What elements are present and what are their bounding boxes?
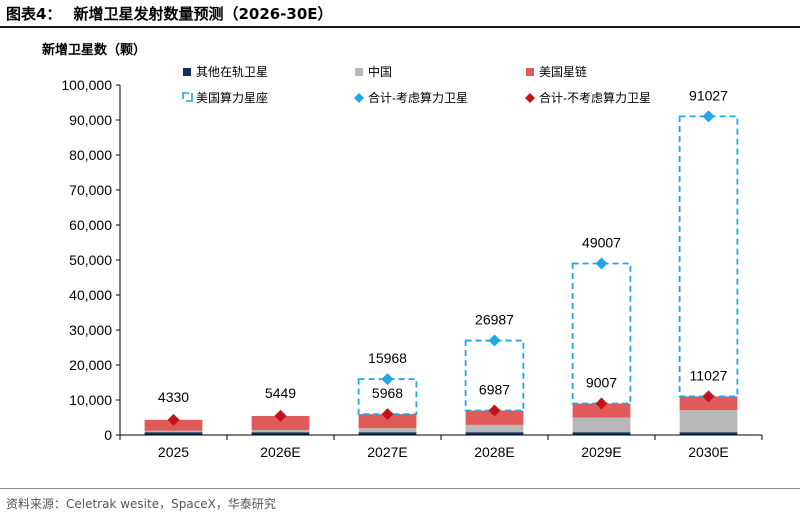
legend-marker xyxy=(525,93,535,103)
data-label-total-without-compute: 5968 xyxy=(372,385,403,401)
data-label-total-without-compute: 11027 xyxy=(690,367,728,383)
y-tick-label: 70,000 xyxy=(69,182,112,198)
bar-other xyxy=(572,432,631,435)
legend-swatch xyxy=(183,68,191,76)
x-tick-label: 2028E xyxy=(474,444,514,460)
bar-other xyxy=(358,432,417,435)
bar-china xyxy=(679,410,738,433)
bar-starlink xyxy=(679,396,738,411)
legend-item-china: 中国 xyxy=(355,64,392,79)
bar-china xyxy=(358,428,417,433)
x-tick-label: 2027E xyxy=(367,444,407,460)
y-tick-label: 10,000 xyxy=(69,392,112,408)
x-tick-label: 2026E xyxy=(260,444,300,460)
legend-marker xyxy=(354,93,364,103)
y-axis: 0 10,000 20,000 30,000 40,000 50,000 60,000 70,… xyxy=(61,77,121,443)
marker-total-without-compute xyxy=(167,413,180,426)
data-label-total-with-compute: 26987 xyxy=(475,312,514,328)
bar-other xyxy=(465,432,524,435)
marker-total-with-compute xyxy=(381,373,394,386)
legend-item-total_with: 合计-考虑算力卫星 xyxy=(354,90,468,105)
marker-total-without-compute xyxy=(488,404,501,417)
bar-starlink xyxy=(572,403,631,418)
bar-compute-constellation xyxy=(464,339,525,412)
bar-other xyxy=(679,432,738,435)
marker-total-without-compute xyxy=(381,408,394,421)
bar-starlink xyxy=(465,410,524,425)
bar-china xyxy=(251,429,310,433)
figure-title: 图表4： 新增卫星发射数量预测（2026-30E） xyxy=(6,3,345,24)
bar-compute-constellation xyxy=(571,262,632,405)
bar-china xyxy=(144,430,203,433)
y-tick-label: 0 xyxy=(104,427,112,443)
source-note: 资料来源：Celetrak wesite，SpaceX，华泰研究 xyxy=(6,497,276,511)
legend-item-compute: 美国算力星座 xyxy=(182,90,268,105)
bar-other xyxy=(144,432,203,435)
bar-china xyxy=(465,424,524,433)
x-tick-label: 2029E xyxy=(581,444,621,460)
legend-swatch xyxy=(355,68,363,76)
chart: 新增卫星数（颗） 0 10,000 20,000 30,000 40,000 50,000… xyxy=(42,42,763,460)
y-tick-label: 80,000 xyxy=(69,147,112,163)
figure-title-text: 新增卫星发射数量预测（2026-30E） xyxy=(73,5,333,23)
legend-label: 美国算力星座 xyxy=(196,90,268,105)
footer-rule xyxy=(0,488,800,489)
data-label-total-with-compute: 91027 xyxy=(689,87,728,103)
data-label-total: 4330 xyxy=(158,389,189,405)
y-axis-title: 新增卫星数（颗） xyxy=(42,42,146,57)
marker-total-with-compute xyxy=(595,257,608,270)
x-tick-label: 2030E xyxy=(688,444,728,460)
marker-total-without-compute xyxy=(274,409,287,422)
legend-item-starlink: 美国星链 xyxy=(526,64,587,79)
legend-item-total_without: 合计-不考虑算力卫星 xyxy=(525,90,651,105)
legend-label: 合计-考虑算力卫星 xyxy=(368,90,468,105)
data-label-total-without-compute: 9007 xyxy=(586,374,617,390)
marker-total-without-compute xyxy=(702,390,715,403)
marker-total-with-compute xyxy=(702,110,715,123)
y-tick-label: 100,000 xyxy=(61,77,112,93)
plot-area: 4330 5449 15968 5968 26987 6987 49007 9007 91027… xyxy=(144,87,739,435)
figure-number: 图表4： xyxy=(6,5,62,23)
legend-label: 其他在轨卫星 xyxy=(196,65,268,79)
legend-swatch xyxy=(182,92,193,102)
x-tick-label: 2025 xyxy=(158,444,189,460)
bar-china xyxy=(572,417,631,433)
legend-swatch xyxy=(526,68,534,76)
x-axis: 2025 2026E 2027E 2028E 2029E 2030E xyxy=(119,434,763,460)
data-label-total: 5449 xyxy=(265,385,296,401)
y-tick-label: 60,000 xyxy=(69,217,112,233)
title-rule xyxy=(0,26,800,28)
data-label-total-with-compute: 15968 xyxy=(368,350,407,366)
bar-compute-constellation xyxy=(678,115,739,398)
legend-item-other: 其他在轨卫星 xyxy=(183,65,268,79)
y-tick-label: 20,000 xyxy=(69,357,112,373)
marker-total-with-compute xyxy=(488,334,501,347)
legend-label: 中国 xyxy=(368,64,392,79)
marker-total-without-compute xyxy=(595,397,608,410)
bar-starlink xyxy=(358,414,417,429)
y-tick-label: 40,000 xyxy=(69,287,112,303)
y-tick-label: 50,000 xyxy=(69,252,112,268)
data-label-total-without-compute: 6987 xyxy=(479,382,510,398)
bar-other xyxy=(251,432,310,435)
legend-label: 美国星链 xyxy=(539,64,587,79)
legend-label: 合计-不考虑算力卫星 xyxy=(539,90,651,105)
y-tick-label: 30,000 xyxy=(69,322,112,338)
bar-starlink xyxy=(251,415,310,430)
y-tick-label: 90,000 xyxy=(69,112,112,128)
data-label-total-with-compute: 49007 xyxy=(582,234,621,250)
